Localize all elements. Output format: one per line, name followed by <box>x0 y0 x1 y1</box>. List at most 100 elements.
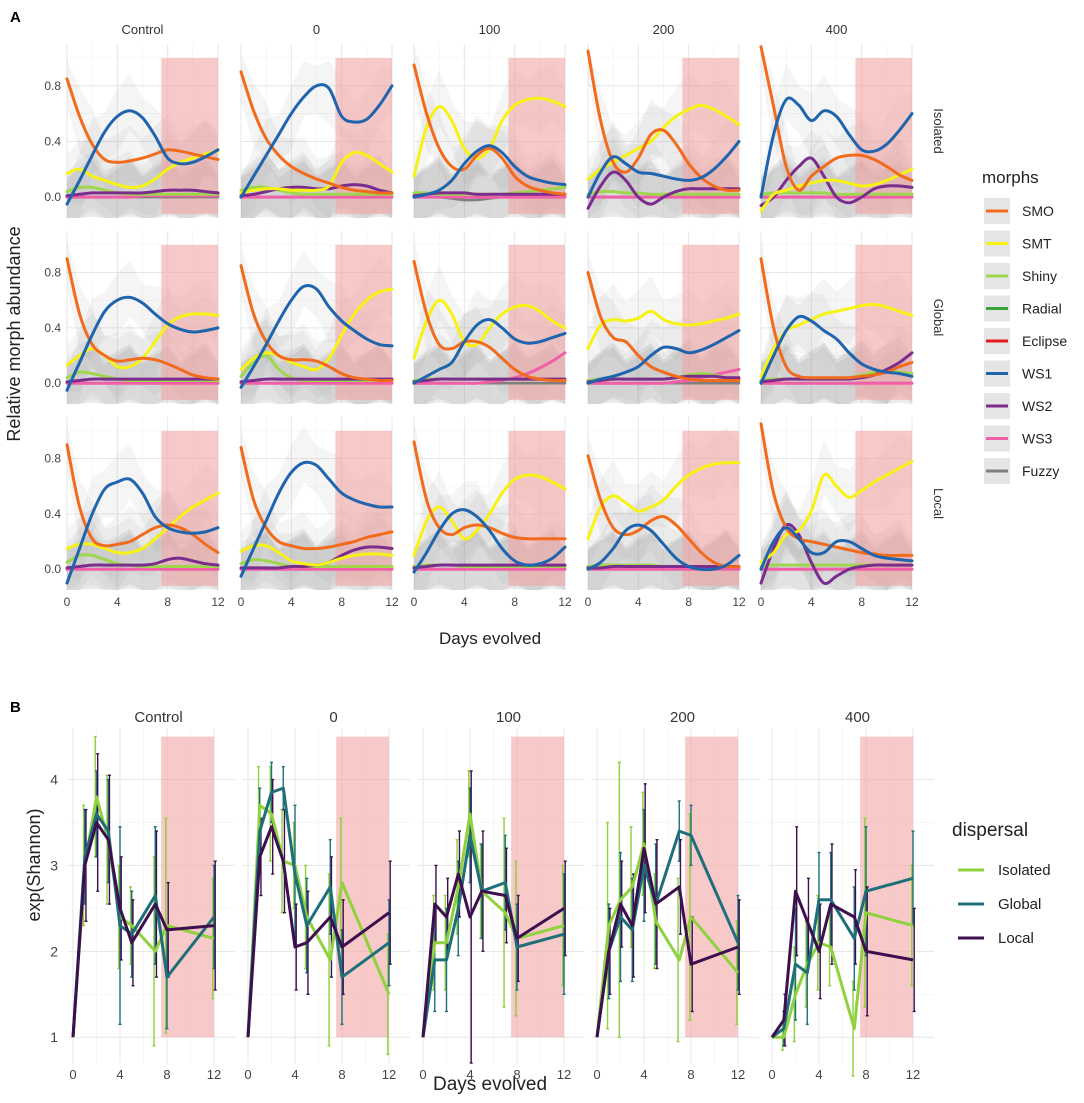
x-tick-label: 0 <box>585 595 592 609</box>
line-shiny <box>759 191 914 196</box>
facet-a-global-200 <box>586 231 741 404</box>
line-smo <box>586 49 741 193</box>
x-tick-label-b: 0 <box>593 1067 600 1082</box>
x-tick-label: 8 <box>858 595 865 609</box>
facet-a-local-100 <box>412 417 567 590</box>
line-smo <box>65 77 220 164</box>
facet-a-local-400 <box>759 417 914 590</box>
strip-col-b-100: 100 <box>496 709 521 726</box>
strip-col-100: 100 <box>479 22 501 37</box>
line-ws2 <box>412 191 567 198</box>
strip-col-b-control: Control <box>134 709 182 726</box>
line-smo <box>239 70 394 195</box>
confidence-band-ws1 <box>67 261 218 404</box>
facet-b-0 <box>243 728 410 1063</box>
line-smt <box>412 473 567 557</box>
y-tick-label: 0.4 <box>44 321 61 335</box>
strip-col-0: 0 <box>313 22 320 37</box>
line-ws1 <box>239 460 394 578</box>
line-local <box>595 846 739 1038</box>
y-tick-label: 0.0 <box>44 190 61 204</box>
strip-col-200: 200 <box>653 22 675 37</box>
confidence-band-smt <box>67 464 218 589</box>
line-ws1 <box>586 139 741 199</box>
panel-b-ylabel: exp(Shannon) <box>24 808 44 921</box>
panel-b-label: B <box>10 699 21 716</box>
x-tick-label-b: 8 <box>687 1067 694 1082</box>
line-ws1 <box>759 526 914 571</box>
line-smt <box>586 309 741 351</box>
y-tick-label-b: 4 <box>50 772 58 788</box>
line-smt <box>239 287 394 372</box>
line-smt <box>239 543 394 567</box>
line-smt <box>65 149 220 189</box>
line-smo <box>586 271 741 383</box>
y-tick-label: 0.0 <box>44 376 61 390</box>
line-shiny <box>586 189 741 196</box>
facet-a-global-400 <box>759 231 914 404</box>
legend-label-radial: Radial <box>1022 301 1062 317</box>
y-tick-label: 0.8 <box>44 452 61 466</box>
x-tick-label: 4 <box>635 595 642 609</box>
x-tick-label-b: 8 <box>513 1067 520 1082</box>
legend-label-global: Global <box>998 896 1041 913</box>
line-ws1 <box>412 318 567 385</box>
x-tick-label-b: 4 <box>815 1067 822 1082</box>
strip-col-control: Control <box>122 22 164 37</box>
line-local <box>421 872 565 1038</box>
legend-label-ws1: WS1 <box>1022 366 1053 382</box>
x-tick-label: 8 <box>511 595 518 609</box>
y-tick-label-b: 1 <box>50 1029 58 1045</box>
shaded-interval <box>161 736 214 1038</box>
facet-a-isolated-0 <box>239 44 394 219</box>
legend-label-smo: SMO <box>1022 203 1054 219</box>
y-tick-label: 0.4 <box>44 507 61 521</box>
morphs-legend: morphs SMO SMT Shiny Radial Eclipse WS1 WS2 WS3… <box>968 155 1082 490</box>
strip-col-b-200: 200 <box>670 709 695 726</box>
y-tick-label-b: 3 <box>50 857 58 873</box>
line-ws1 <box>65 477 220 585</box>
shaded-interval <box>161 57 218 214</box>
facet-a-isolated-200 <box>586 44 741 218</box>
x-tick-label: 0 <box>758 595 765 609</box>
line-ws3 <box>412 351 567 385</box>
strip-row-isolated: Isolated <box>931 108 946 154</box>
x-tick-label-b: 4 <box>116 1067 123 1082</box>
shaded-interval <box>508 430 565 586</box>
line-ws1 <box>65 109 220 206</box>
x-tick-label: 12 <box>558 595 572 609</box>
legend-label-ws3: WS3 <box>1022 431 1053 447</box>
line-isolated <box>772 911 914 1039</box>
dispersal-legend: dispersal Isolated Global Local <box>952 820 1051 947</box>
x-tick-label: 4 <box>808 595 815 609</box>
facet-a-local-control <box>65 417 220 590</box>
x-tick-label: 8 <box>338 595 345 609</box>
facet-b-400 <box>767 728 934 1077</box>
x-tick-label-b: 12 <box>906 1067 920 1082</box>
line-ws1 <box>239 83 394 199</box>
shaded-interval <box>855 57 912 214</box>
x-tick-label-b: 12 <box>557 1067 571 1082</box>
panel-a-label: A <box>10 9 21 26</box>
line-local <box>246 825 390 1038</box>
line-smt <box>759 167 914 213</box>
line-ws1 <box>759 314 914 385</box>
x-tick-label-b: 0 <box>768 1067 775 1082</box>
x-tick-label: 0 <box>238 595 245 609</box>
y-tick-label: 0.8 <box>44 266 61 280</box>
y-tick-label-b: 2 <box>50 943 58 959</box>
panel-a-ylabel: Relative morph abundance <box>4 226 24 441</box>
strip-col-b-0: 0 <box>329 709 337 726</box>
x-tick-label: 12 <box>385 595 399 609</box>
x-tick-label: 12 <box>732 595 746 609</box>
panel-b-xlabel: Days evolved <box>433 1074 547 1095</box>
y-tick-label: 0.8 <box>44 79 61 93</box>
line-ws2 <box>65 377 220 384</box>
x-tick-label: 8 <box>164 595 171 609</box>
panel-a-xlabel: Days evolved <box>439 629 541 648</box>
legend-label-fuzzy: Fuzzy <box>1022 463 1059 479</box>
line-smo <box>412 63 567 196</box>
x-tick-label-b: 12 <box>731 1067 745 1082</box>
x-tick-label-b: 8 <box>862 1067 869 1082</box>
